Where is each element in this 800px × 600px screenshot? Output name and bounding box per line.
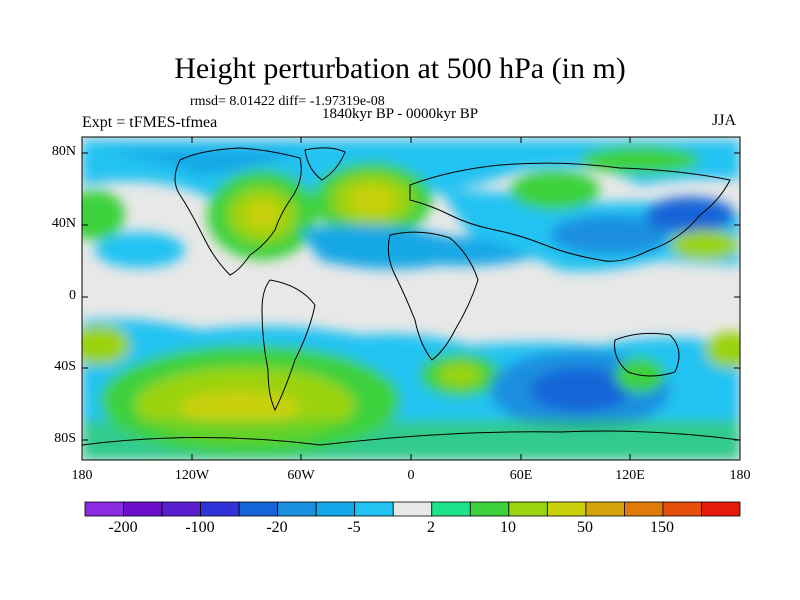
colorbar-label: -200 xyxy=(108,519,138,536)
contour-west-cyan xyxy=(95,232,185,268)
colorbar-swatch xyxy=(315,501,356,517)
contour-sa-high-core xyxy=(438,363,482,387)
contour-field xyxy=(82,137,740,460)
contour-asia-low-core xyxy=(550,215,670,255)
coast-australia xyxy=(614,332,680,377)
lat-label-40s: 40S xyxy=(54,359,76,374)
colorbar-swatch xyxy=(431,501,471,517)
lat-label-40n: 40N xyxy=(51,216,76,231)
lon-label-0: 0 xyxy=(407,468,415,483)
lon-label-180w: 180 xyxy=(71,468,93,483)
lon-label-180e: 180 xyxy=(729,468,751,483)
contour-sp-high-core xyxy=(180,390,300,426)
lon-label-120e: 120E xyxy=(615,468,645,483)
contour-sh-low-core xyxy=(530,368,630,412)
season-label: JJA xyxy=(712,112,737,129)
colorbar xyxy=(84,501,741,517)
contour-atl-high-core xyxy=(348,185,396,215)
contour-west-edge-high xyxy=(82,190,125,240)
colorbar-label: 2 xyxy=(427,519,435,536)
colorbar-swatch xyxy=(546,501,587,517)
coast-antarctica xyxy=(82,430,740,446)
colorbar-swatch xyxy=(200,501,240,517)
colorbar-label: 150 xyxy=(650,519,674,536)
lat-label-80s: 80S xyxy=(54,431,76,446)
colorbar-swatch xyxy=(508,501,548,517)
axis-ticks xyxy=(82,137,740,460)
colorbar-swatch xyxy=(277,501,317,517)
colorbar-swatch xyxy=(469,501,510,517)
contour-siberia-low xyxy=(645,197,735,233)
colorbar-swatch xyxy=(662,501,702,517)
coast-south-america xyxy=(261,279,316,412)
period-text: 1840kyr BP - 0000kyr BP xyxy=(322,106,479,122)
colorbar-swatch xyxy=(392,501,433,517)
experiment-label: Expt = tFMES-tfmea xyxy=(82,114,218,131)
colorbar-swatch xyxy=(238,501,279,517)
colorbar-swatch xyxy=(84,501,124,517)
colorbar-label: 10 xyxy=(500,519,516,536)
map-title: Height perturbation at 500 hPa (in m) xyxy=(174,52,626,85)
contour-siberia-high xyxy=(510,170,600,210)
contour-north-cyan xyxy=(100,150,300,175)
lat-label-80n: 80N xyxy=(51,144,76,159)
colorbar-swatch xyxy=(354,501,394,517)
colorbar-label: -20 xyxy=(266,519,288,536)
lon-label-60w: 60W xyxy=(287,468,315,483)
colorbar-label: 50 xyxy=(577,519,593,536)
colorbar-label: -5 xyxy=(347,519,361,536)
colorbar-swatch xyxy=(624,501,664,517)
lat-label-0: 0 xyxy=(69,288,76,303)
colorbar-swatch xyxy=(161,501,201,517)
contour-antarctic-band xyxy=(82,420,740,460)
coast-africa xyxy=(387,231,479,361)
stats-text: rmsd= 8.01422 diff= -1.97319e-08 xyxy=(190,94,385,109)
colorbar-swatch xyxy=(123,501,163,517)
contour-arctic-high xyxy=(580,146,700,174)
colorbar-swatch xyxy=(585,501,625,517)
colorbar-swatch xyxy=(701,501,741,517)
contour-pac-sh-high xyxy=(705,332,740,368)
coast-north-america xyxy=(174,147,302,276)
coastlines xyxy=(82,147,740,446)
contour-pacific-high xyxy=(670,230,740,260)
contour-west-sh-high xyxy=(82,325,130,365)
colorbar-label: -100 xyxy=(185,519,215,536)
coast-greenland xyxy=(304,147,346,181)
coast-eurasia xyxy=(409,162,731,262)
lon-label-120w: 120W xyxy=(174,468,210,483)
contour-na-high-core xyxy=(244,200,280,230)
lon-label-60e: 60E xyxy=(509,468,533,483)
